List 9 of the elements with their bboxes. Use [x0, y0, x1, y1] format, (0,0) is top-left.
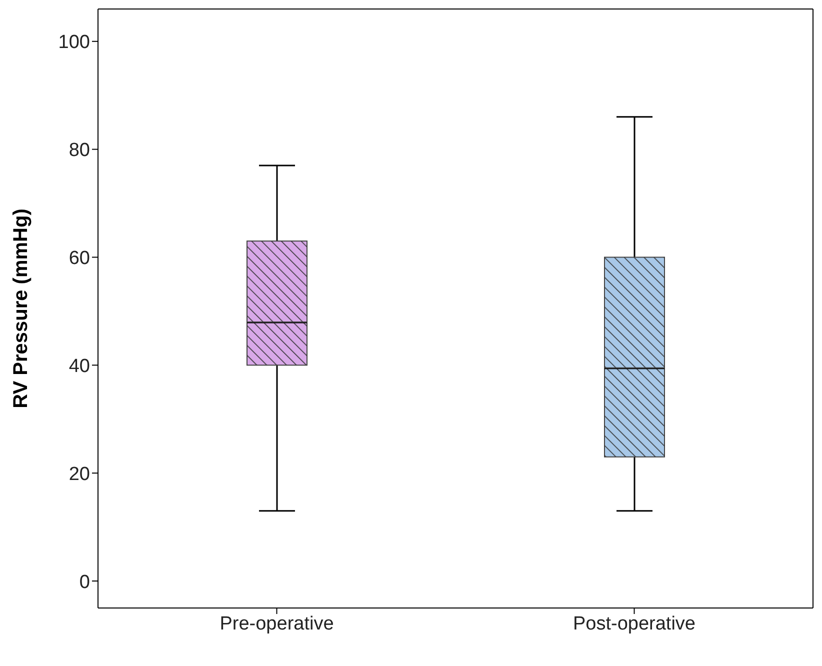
- y-tick-label: 100: [58, 32, 90, 54]
- y-tick-label: 20: [68, 464, 90, 485]
- x-tick-label: Pre-operative: [220, 613, 334, 634]
- y-tick-label: 40: [68, 356, 90, 377]
- y-tick-label: 0: [79, 572, 90, 593]
- y-tick-label: 60: [68, 248, 90, 269]
- x-tick-label: Post-operative: [572, 613, 696, 634]
- y-axis-title: RV Pressure (mmHg): [10, 208, 32, 408]
- y-tick-label: 80: [68, 140, 90, 162]
